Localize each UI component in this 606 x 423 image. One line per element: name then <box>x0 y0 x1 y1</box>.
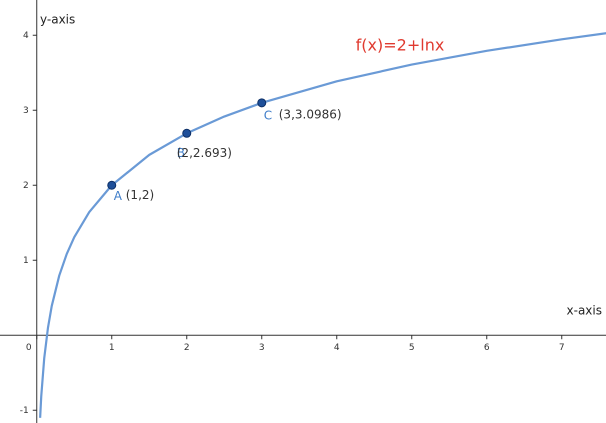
point-coordinates: (3,3.0986) <box>279 107 342 121</box>
x-tick-label: 4 <box>334 343 340 353</box>
curve <box>39 32 606 418</box>
x-tick-label: 2 <box>184 343 190 353</box>
point-name: B <box>177 146 185 160</box>
x-axis-label: x-axis <box>567 304 602 318</box>
point <box>107 180 117 190</box>
y-tick-label: 2 <box>23 181 29 191</box>
y-axis-label: y-axis <box>40 13 75 27</box>
point-name: C <box>264 108 272 122</box>
y-tick-label: 1 <box>23 256 29 266</box>
point <box>182 128 192 138</box>
y-tick-label: 3 <box>23 106 29 116</box>
x-tick-label: 7 <box>559 343 565 353</box>
x-tick-label: 6 <box>484 343 490 353</box>
y-tick-label: -1 <box>20 406 29 416</box>
x-tick-label: 0 <box>26 343 32 353</box>
point-coordinates: (1,2) <box>126 188 154 202</box>
y-tick-label: 4 <box>23 31 29 41</box>
point-coordinates: (2,2.693) <box>177 146 232 160</box>
x-tick-label: 5 <box>409 343 415 353</box>
point-name: A <box>114 189 123 203</box>
x-tick-label: 1 <box>109 343 115 353</box>
function-label: f(x)=2+lnx <box>356 36 445 55</box>
x-tick-label: 3 <box>259 343 265 353</box>
point <box>257 98 267 108</box>
